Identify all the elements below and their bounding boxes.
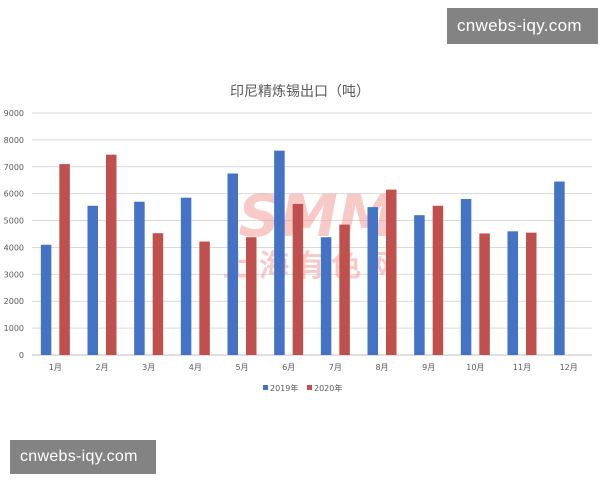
legend: 2019年 2020年 bbox=[263, 383, 342, 393]
x-tick-label: 7月 bbox=[329, 363, 342, 372]
legend-label: 2019年 bbox=[270, 383, 298, 393]
bar-2020年-5月 bbox=[246, 237, 257, 355]
x-tick-label: 8月 bbox=[375, 363, 388, 372]
gridlines bbox=[32, 112, 592, 356]
watermark-bottom: cnwebs-iqy.com bbox=[10, 440, 156, 474]
bar-2019年-9月 bbox=[414, 215, 425, 355]
legend-swatch bbox=[263, 385, 268, 390]
legend-label: 2020年 bbox=[314, 383, 342, 393]
bars bbox=[40, 150, 565, 355]
bar-2019年-3月 bbox=[134, 201, 145, 355]
x-axis-tick-labels: 1月 2月 3月 4月 5月 6月 7月 8月 9月 10月 11月 12月 bbox=[49, 363, 578, 372]
bar-2019年-2月 bbox=[87, 205, 98, 355]
bar-2019年-7月 bbox=[320, 237, 332, 355]
y-tick-label: 4000 bbox=[4, 243, 24, 252]
y-tick-label: 7000 bbox=[4, 163, 24, 172]
x-tick-label: 9月 bbox=[422, 363, 435, 372]
bar-2019年-8月 bbox=[367, 207, 378, 355]
y-tick-label: 1000 bbox=[4, 324, 24, 333]
x-tick-label: 3月 bbox=[142, 363, 155, 372]
bar-2020年-3月 bbox=[152, 233, 164, 355]
x-tick-label: 2月 bbox=[95, 363, 108, 372]
y-tick-label: 0 bbox=[19, 351, 24, 360]
x-tick-label: 12月 bbox=[560, 363, 578, 372]
y-axis-tick-labels: 0 1000 2000 3000 4000 5000 6000 7000 8000 9000 bbox=[4, 109, 24, 360]
y-tick-label: 8000 bbox=[4, 136, 24, 145]
bar-2020年-7月 bbox=[339, 224, 350, 355]
y-tick-label: 9000 bbox=[4, 109, 24, 118]
x-tick-label: 4月 bbox=[189, 363, 202, 372]
bar-2019年-6月 bbox=[274, 150, 285, 355]
bar-2019年-12月 bbox=[554, 181, 565, 355]
bar-2020年-2月 bbox=[106, 154, 117, 355]
chart-title: 印尼精炼锡出口（吨） bbox=[230, 84, 370, 100]
y-tick-label: 2000 bbox=[4, 297, 24, 306]
bar-2019年-11月 bbox=[507, 231, 518, 355]
bar-2020年-8月 bbox=[386, 189, 397, 355]
bar-2020年-10月 bbox=[479, 233, 490, 355]
x-tick-label: 11月 bbox=[513, 363, 531, 372]
bar-2020年-9月 bbox=[432, 205, 444, 355]
x-tick-label: 6月 bbox=[282, 363, 295, 372]
legend-swatch bbox=[307, 385, 312, 390]
x-tick-label: 5月 bbox=[235, 363, 248, 372]
y-tick-label: 6000 bbox=[4, 190, 24, 199]
bar-2019年-1月 bbox=[40, 244, 52, 355]
watermark-top: cnwebs-iqy.com bbox=[447, 8, 598, 44]
x-tick-label: 10月 bbox=[466, 363, 484, 372]
bar-2019年-4月 bbox=[180, 197, 192, 355]
y-tick-label: 3000 bbox=[4, 270, 24, 279]
bar-2020年-1月 bbox=[59, 164, 70, 355]
bar-2019年-10月 bbox=[460, 199, 472, 355]
bar-2020年-11月 bbox=[526, 232, 537, 355]
bar-2019年-5月 bbox=[227, 173, 238, 355]
bar-2020年-6月 bbox=[292, 203, 304, 355]
x-tick-label: 1月 bbox=[49, 363, 62, 372]
y-tick-label: 5000 bbox=[4, 217, 24, 226]
bar-2020年-4月 bbox=[199, 241, 210, 355]
